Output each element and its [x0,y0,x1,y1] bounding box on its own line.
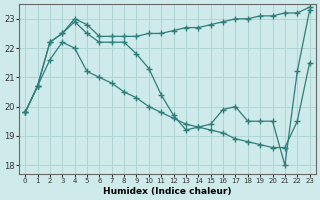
X-axis label: Humidex (Indice chaleur): Humidex (Indice chaleur) [103,187,232,196]
